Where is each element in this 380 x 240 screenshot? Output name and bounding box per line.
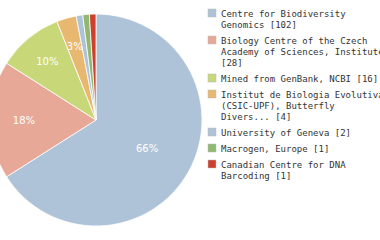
chart: 66% 18% 10% 3% Centre for BiodiversityGenomi…	[0, 0, 380, 240]
legend-swatch	[208, 128, 216, 136]
pie-slice	[83, 14, 96, 120]
legend-entry: Canadian Centre for DNABarcoding [1]	[221, 160, 346, 181]
pie-labels: 66% 18% 10% 3%	[13, 41, 158, 153]
data-label: 18%	[13, 115, 35, 126]
pie-slice	[89, 14, 96, 120]
legend-swatch	[208, 9, 216, 17]
legend: Centre for BiodiversityGenomics [102] Bio…	[208, 9, 380, 181]
legend-entry: Institut de Biologia Evolutiva(CSIC-UPF)…	[221, 90, 380, 122]
legend-swatch	[208, 160, 216, 168]
legend-entry: Macrogen, Europe [1]	[221, 144, 329, 154]
pie-slices	[0, 14, 202, 226]
data-label: 10%	[36, 56, 58, 67]
legend-swatch	[208, 74, 216, 82]
legend-swatch	[208, 36, 216, 44]
chart-container: 66% 18% 10% 3% Centre for BiodiversityGenomi…	[0, 0, 380, 240]
pie-slice	[76, 15, 96, 120]
data-label: 3%	[67, 41, 83, 52]
legend-swatch	[208, 144, 216, 152]
legend-swatch	[208, 90, 216, 98]
legend-entry: Mined from GenBank, NCBI [16]	[221, 74, 378, 84]
data-label: 66%	[136, 143, 158, 154]
legend-entry: Biology Centre of the CzechAcademy of Sc…	[221, 36, 380, 68]
legend-entry: Centre for BiodiversityGenomics [102]	[221, 9, 346, 30]
legend-entry: University of Geneva [2]	[221, 128, 351, 138]
